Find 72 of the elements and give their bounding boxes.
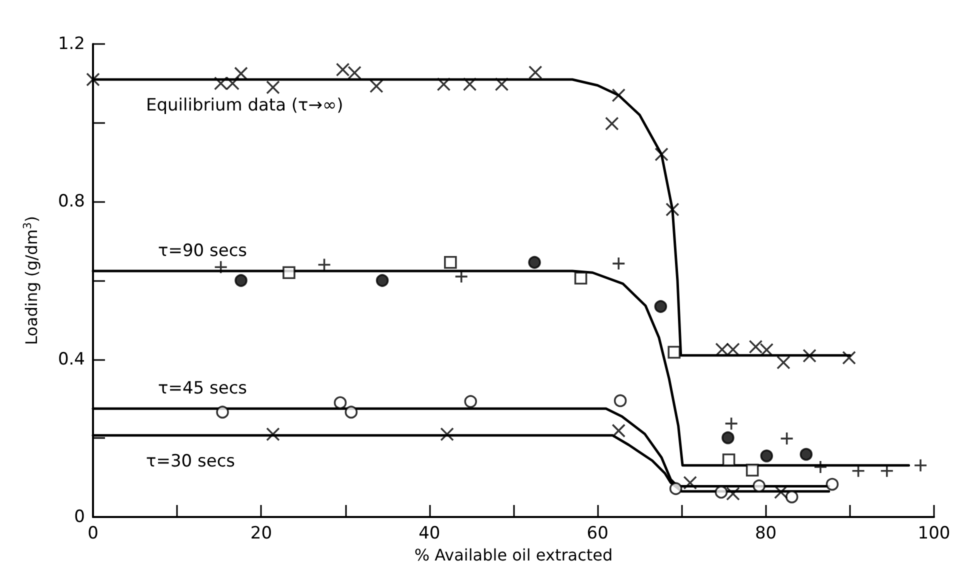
point [444,256,457,269]
x-tick-label: 40 [418,524,440,544]
point [826,478,839,491]
point [722,453,736,466]
point [726,486,740,501]
point [612,88,626,102]
x-tick-label: 60 [586,524,608,544]
point [654,300,668,313]
point [376,274,389,287]
y-tick-label: 0.8 [58,192,85,212]
point [266,427,280,442]
point [462,77,477,92]
x-tick-label: 20 [250,524,272,544]
x-tick-label: 0 [88,524,98,544]
series-label: τ=90 secs [158,241,248,262]
point [214,260,228,274]
series-label: Equilibrium data (τ→∞) [146,95,344,116]
point [785,490,798,504]
point [776,356,790,370]
point [266,80,280,94]
y-tick-label: 0.4 [58,349,85,370]
point [715,342,729,356]
point [344,406,358,419]
point [464,395,478,408]
series-label: τ=30 secs [146,451,236,472]
point [574,272,588,285]
point [440,427,454,442]
point [714,486,728,499]
point [317,258,332,272]
point [370,79,384,94]
point [282,266,296,280]
x-axis-title: % Available oil extracted [414,545,613,564]
point [752,479,766,492]
x-tick-label: 80 [754,524,777,544]
point [216,406,229,419]
point [86,72,100,86]
y-axis-title: Loading (g/dm3) [21,216,41,345]
point [726,342,740,356]
point [614,394,627,408]
point [914,458,928,472]
point [612,424,626,438]
point [842,350,856,365]
point [234,66,248,80]
y-tick-label: 1.2 [58,34,85,54]
y-tick-label: 0 [74,507,85,527]
point [494,77,509,92]
point [683,476,698,490]
point [780,432,794,446]
point [436,77,451,92]
point [336,62,350,77]
point [612,256,626,270]
point [604,116,619,131]
point [334,396,347,410]
point [746,464,759,476]
point [226,76,240,90]
point [234,274,248,287]
point [668,346,681,359]
point [800,448,813,461]
point [348,66,362,80]
point [802,348,816,363]
point [669,482,682,496]
point [654,147,668,162]
point [724,416,738,430]
point [748,340,763,354]
point [214,76,228,90]
point [666,202,680,216]
x-tick-label: 100 [918,524,950,544]
point [528,65,542,80]
point [722,431,734,444]
point [760,450,774,462]
series-label: τ=45 secs [158,378,248,399]
point [528,256,541,269]
